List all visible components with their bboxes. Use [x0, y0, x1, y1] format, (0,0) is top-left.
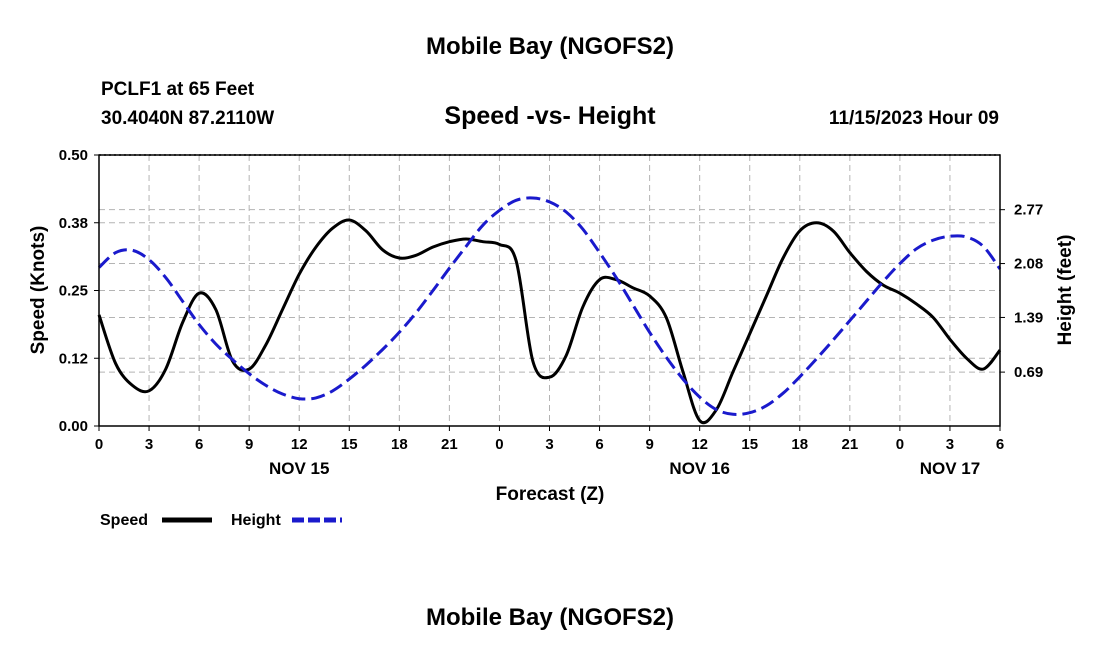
x-tick-label: 15 [741, 436, 758, 453]
x-tick-label: 12 [691, 436, 708, 453]
date-label: NOV 15 [269, 459, 329, 478]
axes: 0 3 6 9 12 15 18 21 0 3 6 9 12 15 18 21 0 3 6 NOV 15 NOV 16 N… [59, 147, 1043, 478]
series-layer [97, 196, 1002, 425]
y-tick-label: 0.38 [59, 215, 88, 232]
x-tick-label: 0 [495, 436, 503, 453]
x-tick-label: 0 [896, 436, 904, 453]
y2-axis-label: Height (feet) [1055, 235, 1076, 346]
issued-time: 11/15/2023 Hour 09 [829, 108, 999, 129]
x-tick-label: 21 [841, 436, 858, 453]
footer-title: Mobile Bay (NGOFS2) [426, 604, 674, 631]
y2-tick-label: 0.69 [1014, 364, 1043, 381]
x-tick-label: 3 [545, 436, 553, 453]
series-line-height [97, 196, 1002, 416]
x-tick-label: 9 [645, 436, 653, 453]
y2-tick-label: 2.08 [1014, 256, 1043, 273]
x-tick-label: 9 [245, 436, 253, 453]
x-tick-label: 12 [291, 436, 308, 453]
x-tick-label: 0 [95, 436, 103, 453]
y-tick-label: 0.25 [59, 283, 88, 300]
grid [99, 154, 1000, 426]
legend: Speed Height [100, 512, 342, 529]
x-tick-label: 21 [441, 436, 458, 453]
x-tick-label: 3 [946, 436, 954, 453]
date-label: NOV 17 [920, 459, 980, 478]
x-tick-label: 6 [996, 436, 1004, 453]
station-label: PCLF1 at 65 Feet [101, 79, 255, 100]
x-axis-label: Forecast (Z) [496, 484, 605, 505]
x-tick-label: 15 [341, 436, 358, 453]
x-tick-label: 18 [391, 436, 408, 453]
y-axis-label: Speed (Knots) [28, 226, 49, 355]
chart-subtitle: Speed -vs- Height [444, 102, 656, 130]
y-tick-label: 0.12 [59, 350, 88, 367]
page-title: Mobile Bay (NGOFS2) [426, 33, 674, 60]
coordinates-label: 30.4040N 87.2110W [101, 108, 274, 129]
series-line-speed [97, 218, 1002, 425]
y2-tick-label: 2.77 [1014, 202, 1043, 219]
legend-height-label: Height [231, 512, 281, 529]
x-tick-label: 3 [145, 436, 153, 453]
y-tick-label: 0.50 [59, 147, 88, 164]
x-tick-label: 18 [791, 436, 808, 453]
legend-speed-label: Speed [100, 512, 148, 529]
x-tick-label: 6 [195, 436, 203, 453]
y2-tick-label: 1.39 [1014, 309, 1043, 326]
date-label: NOV 16 [669, 459, 729, 478]
x-tick-label: 6 [595, 436, 603, 453]
y-tick-label: 0.00 [59, 418, 88, 435]
